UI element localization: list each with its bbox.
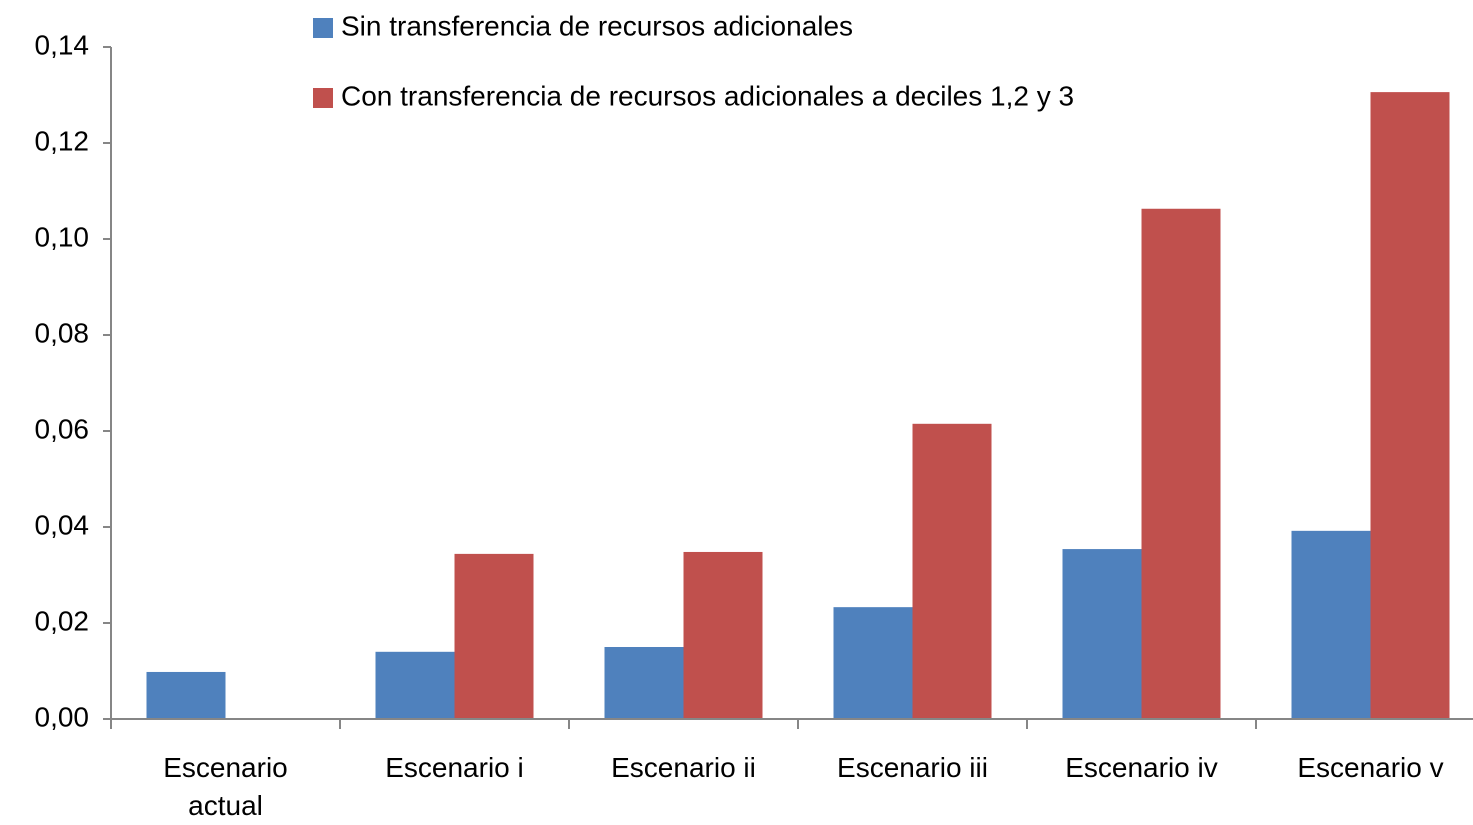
bar xyxy=(146,671,226,719)
x-tick-label: Escenario v xyxy=(1297,752,1444,783)
y-tick-label: 0,10 xyxy=(35,221,90,252)
legend-label: Sin transferencia de recursos adicionale… xyxy=(341,10,853,41)
x-tick-label: Escenario i xyxy=(385,752,524,783)
bar xyxy=(1062,549,1142,719)
legend-swatch xyxy=(313,88,333,108)
x-tick-label: Escenario actual xyxy=(163,752,288,821)
bar xyxy=(1141,208,1221,719)
x-tick-label: Escenario iv xyxy=(1065,752,1218,783)
bar xyxy=(375,651,455,719)
bar xyxy=(683,551,763,719)
y-tick-label: 0,06 xyxy=(35,413,90,444)
y-tick-label: 0,12 xyxy=(35,125,90,156)
y-tick-label: 0,14 xyxy=(35,29,90,60)
bar xyxy=(1370,92,1450,720)
x-tick-label: Escenario ii xyxy=(611,752,756,783)
y-tick-label: 0,00 xyxy=(35,701,90,732)
y-tick-label: 0,04 xyxy=(35,509,90,540)
x-tick-label: Escenario iii xyxy=(837,752,988,783)
bar xyxy=(912,423,992,719)
bar xyxy=(833,607,913,719)
legend-swatch xyxy=(313,18,333,38)
bar xyxy=(604,647,684,719)
y-tick-label: 0,08 xyxy=(35,317,90,348)
bar xyxy=(1291,530,1371,719)
bar xyxy=(454,553,534,719)
legend-label: Con transferencia de recursos adicionale… xyxy=(341,80,1074,111)
y-tick-label: 0,02 xyxy=(35,605,90,636)
